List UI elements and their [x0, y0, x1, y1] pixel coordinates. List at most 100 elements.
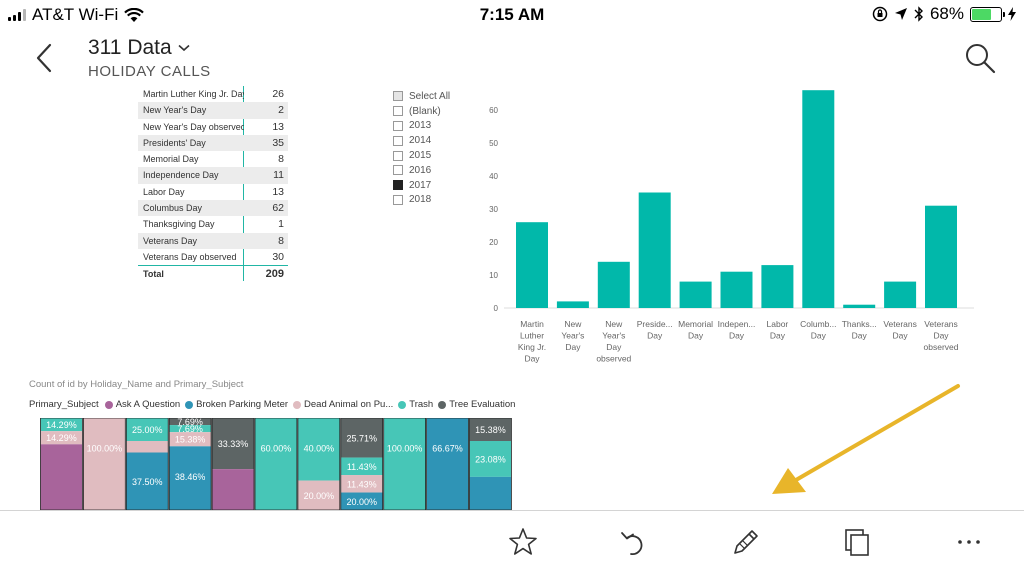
table-row[interactable]: Veterans Day 8: [138, 232, 288, 249]
x-tick-label: Day: [606, 342, 622, 352]
table-row[interactable]: New Year's Day observed 13: [138, 119, 288, 135]
report-title[interactable]: 311 Data: [88, 36, 190, 60]
bar[interactable]: [638, 192, 671, 309]
stacked-segment[interactable]: [297, 418, 340, 481]
total-label: Total: [143, 269, 164, 280]
stacked-segment[interactable]: [169, 425, 212, 433]
stacked-segment[interactable]: [340, 418, 383, 458]
stacked-segment[interactable]: [169, 432, 212, 447]
stacked-segment[interactable]: [255, 418, 297, 510]
checkbox[interactable]: [393, 150, 403, 161]
legend-dot: [104, 400, 113, 409]
stacked-segment[interactable]: [169, 446, 212, 510]
bar[interactable]: [679, 281, 712, 308]
stacked-segment[interactable]: [340, 457, 383, 476]
duplicate-pages-button[interactable]: [840, 525, 874, 559]
slicer-item[interactable]: 2017: [393, 178, 450, 193]
table-row[interactable]: Presidents' Day 35: [138, 134, 288, 152]
slicer-item[interactable]: 2013: [393, 119, 450, 134]
legend-item[interactable]: Dead Animal on Pu...: [293, 399, 393, 410]
table-row[interactable]: Martin Luther King Jr. Day 26: [138, 86, 288, 102]
slicer-item[interactable]: 2015: [393, 148, 450, 163]
status-bar: AT&T Wi-Fi 7:15 AM 68%: [0, 0, 1024, 30]
slicer-item[interactable]: (Blank): [393, 104, 450, 119]
slicer-item[interactable]: 2018: [393, 193, 450, 208]
x-tick-label: Day: [565, 342, 581, 352]
x-tick-label: Day: [852, 331, 868, 341]
bar[interactable]: [556, 301, 589, 308]
bar[interactable]: [516, 222, 548, 308]
legend-item[interactable]: Trash: [398, 399, 433, 410]
stacked-segment[interactable]: [297, 480, 340, 510]
table-row[interactable]: New Year's Day 2: [138, 102, 288, 119]
table-row[interactable]: Columbus Day 62: [138, 200, 288, 217]
table-row[interactable]: Memorial Day 8: [138, 151, 288, 167]
bar[interactable]: [720, 271, 753, 308]
checkbox[interactable]: [393, 180, 403, 191]
stacked-segment[interactable]: [383, 418, 426, 510]
annotate-pencil-button[interactable]: [729, 525, 763, 559]
bar[interactable]: [597, 261, 630, 308]
y-tick-label: 40: [489, 172, 498, 181]
holiday-name-cell: Columbus Day: [138, 200, 244, 217]
x-tick-label: King Jr.: [518, 342, 546, 352]
search-button[interactable]: [962, 40, 998, 76]
x-tick-label: Labor: [767, 319, 789, 329]
favorite-star-button[interactable]: [506, 525, 540, 559]
bar[interactable]: [802, 90, 835, 308]
table-row[interactable]: Veterans Day observed 30: [138, 249, 288, 265]
back-button[interactable]: [30, 40, 60, 76]
year-slicer: Select All (Blank) 2013 2014 2015 2016 2017 201…: [393, 89, 450, 207]
slicer-item[interactable]: Select All: [393, 89, 450, 104]
stacked-segment[interactable]: [469, 418, 512, 441]
stacked-segment[interactable]: [126, 452, 169, 511]
table-row[interactable]: Thanksgiving Day 1: [138, 216, 288, 232]
undo-button[interactable]: [617, 525, 651, 559]
column-outline: [168, 418, 212, 510]
battery-level: [972, 8, 992, 20]
bar[interactable]: [843, 304, 876, 308]
legend-item[interactable]: Broken Parking Meter: [185, 399, 288, 410]
slicer-item[interactable]: 2016: [393, 163, 450, 178]
checkbox[interactable]: [393, 165, 403, 176]
stacked-segment[interactable]: [469, 476, 512, 510]
x-tick-label: Day: [893, 331, 909, 341]
stacked-segment[interactable]: [83, 418, 126, 510]
stacked-segment[interactable]: [212, 469, 254, 510]
bar[interactable]: [925, 205, 957, 308]
table-row[interactable]: Labor Day 13: [138, 184, 288, 200]
checkbox[interactable]: [393, 135, 403, 146]
stacked-segment[interactable]: [469, 441, 512, 477]
checkbox[interactable]: [393, 120, 403, 131]
total-value: 209: [265, 268, 284, 281]
legend-items: Ask A Question Broken Parking Meter Dead A…: [104, 399, 521, 410]
stacked-segment[interactable]: [340, 475, 383, 493]
checkbox[interactable]: [393, 106, 403, 117]
checkbox[interactable]: [393, 194, 403, 205]
stacked-segment[interactable]: [40, 444, 83, 510]
bar[interactable]: [884, 281, 917, 308]
x-tick-label: Martin: [520, 319, 544, 329]
slicer-item-label: 2018: [409, 194, 432, 206]
stacked-segment[interactable]: [340, 492, 383, 510]
stacked-segment[interactable]: [169, 418, 212, 426]
call-count-cell: 13: [272, 185, 284, 198]
more-options-button[interactable]: [952, 525, 986, 559]
legend-dot: [398, 400, 407, 409]
stacked-segment[interactable]: [126, 418, 169, 441]
stacked-segment[interactable]: [126, 441, 169, 453]
bar[interactable]: [761, 265, 794, 308]
column-outline: [469, 418, 512, 510]
status-left: AT&T Wi-Fi: [8, 5, 145, 25]
stacked-segment[interactable]: [40, 431, 83, 445]
page-name: HOLIDAY CALLS: [88, 63, 211, 80]
stacked-segment[interactable]: [426, 418, 469, 510]
legend-item[interactable]: Tree Evaluation: [438, 399, 515, 410]
table-row[interactable]: Independence Day 11: [138, 167, 288, 184]
x-tick-label: Veterans: [924, 319, 958, 329]
stacked-segment[interactable]: [40, 418, 83, 432]
legend-item[interactable]: Ask A Question: [104, 399, 180, 410]
stacked-segment[interactable]: [212, 418, 254, 470]
checkbox[interactable]: [393, 91, 403, 102]
slicer-item[interactable]: 2014: [393, 133, 450, 148]
